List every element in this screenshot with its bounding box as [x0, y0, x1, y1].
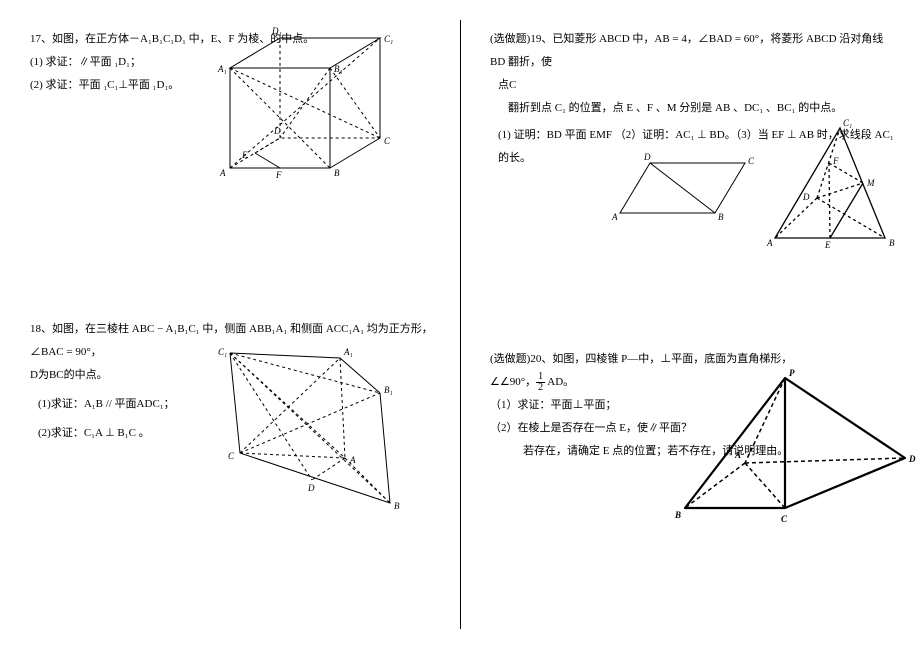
svg-text:D₁: D₁ [271, 26, 282, 36]
svg-text:P: P [789, 368, 795, 378]
svg-text:D: D [307, 483, 315, 493]
p19-stem3: 翻折到点 C₁ 的位置，点 E 、F 、M 分别是 AB 、DC₁ 、BC₁ 的… [508, 97, 900, 120]
svg-text:D: D [802, 192, 810, 202]
svg-text:A: A [734, 450, 741, 460]
svg-text:M: M [866, 178, 875, 188]
p20-figure: PA BCD [685, 378, 920, 536]
svg-text:F: F [832, 156, 839, 166]
p19-figure-rhombus: AB DC [620, 158, 760, 231]
svg-text:A₁: A₁ [217, 64, 227, 74]
problem-18: 18、如图，在三棱柱 ABC − A₁B₁C₁ 中，侧面 ABB₁A₁ 和侧面 … [30, 318, 440, 538]
svg-text:C₁: C₁ [218, 347, 227, 357]
svg-text:E: E [241, 150, 248, 160]
svg-text:B₁: B₁ [334, 64, 343, 74]
svg-text:A: A [611, 212, 618, 222]
svg-text:B: B [889, 238, 895, 248]
svg-text:A: A [219, 168, 226, 178]
p17-figure: A₁B₁ C₁D₁ AB CD EF [230, 38, 410, 191]
svg-text:F: F [275, 170, 282, 180]
svg-text:C: C [781, 514, 788, 524]
svg-text:C: C [228, 451, 235, 461]
svg-text:B: B [718, 212, 724, 222]
p19-stem: (选做题)19、已知菱形 ABCD 中，AB = 4，∠BAD = 60°，将菱… [490, 28, 900, 74]
p20-stem: (选做题)20、如图，四棱锥 P—中，⊥平面，底面为直角梯形， [490, 348, 900, 371]
svg-text:E: E [824, 240, 831, 250]
p18-figure: C₁A₁B₁ CAB D [230, 353, 420, 526]
problem-19: (选做题)19、已知菱形 ABCD 中，AB = 4，∠BAD = 60°，将菱… [490, 28, 900, 278]
problem-20: (选做题)20、如图，四棱锥 P—中，⊥平面，底面为直角梯形， ∠∠90°，12… [490, 348, 900, 568]
svg-text:A: A [349, 455, 356, 465]
svg-text:D: D [273, 126, 281, 136]
svg-text:C₁: C₁ [384, 34, 393, 44]
problem-17: 17、如图，在正方体－A₁B₁C₁D₁ 中，E、F 为棱、的中点。 (1) 求证… [30, 28, 440, 228]
svg-text:B₁: B₁ [384, 385, 393, 395]
svg-text:C: C [748, 156, 755, 166]
svg-text:B: B [334, 168, 340, 178]
p19-figure-folded: ABC₁ DE FM [775, 128, 905, 261]
svg-text:B: B [394, 501, 400, 511]
svg-text:A: A [766, 238, 773, 248]
svg-text:B: B [674, 510, 681, 520]
svg-text:D: D [908, 454, 916, 464]
svg-text:D: D [643, 152, 651, 162]
svg-text:C₁: C₁ [843, 118, 852, 128]
svg-text:A₁: A₁ [343, 347, 353, 357]
svg-text:C: C [384, 136, 391, 146]
p19-stem2: 点C [498, 74, 900, 97]
